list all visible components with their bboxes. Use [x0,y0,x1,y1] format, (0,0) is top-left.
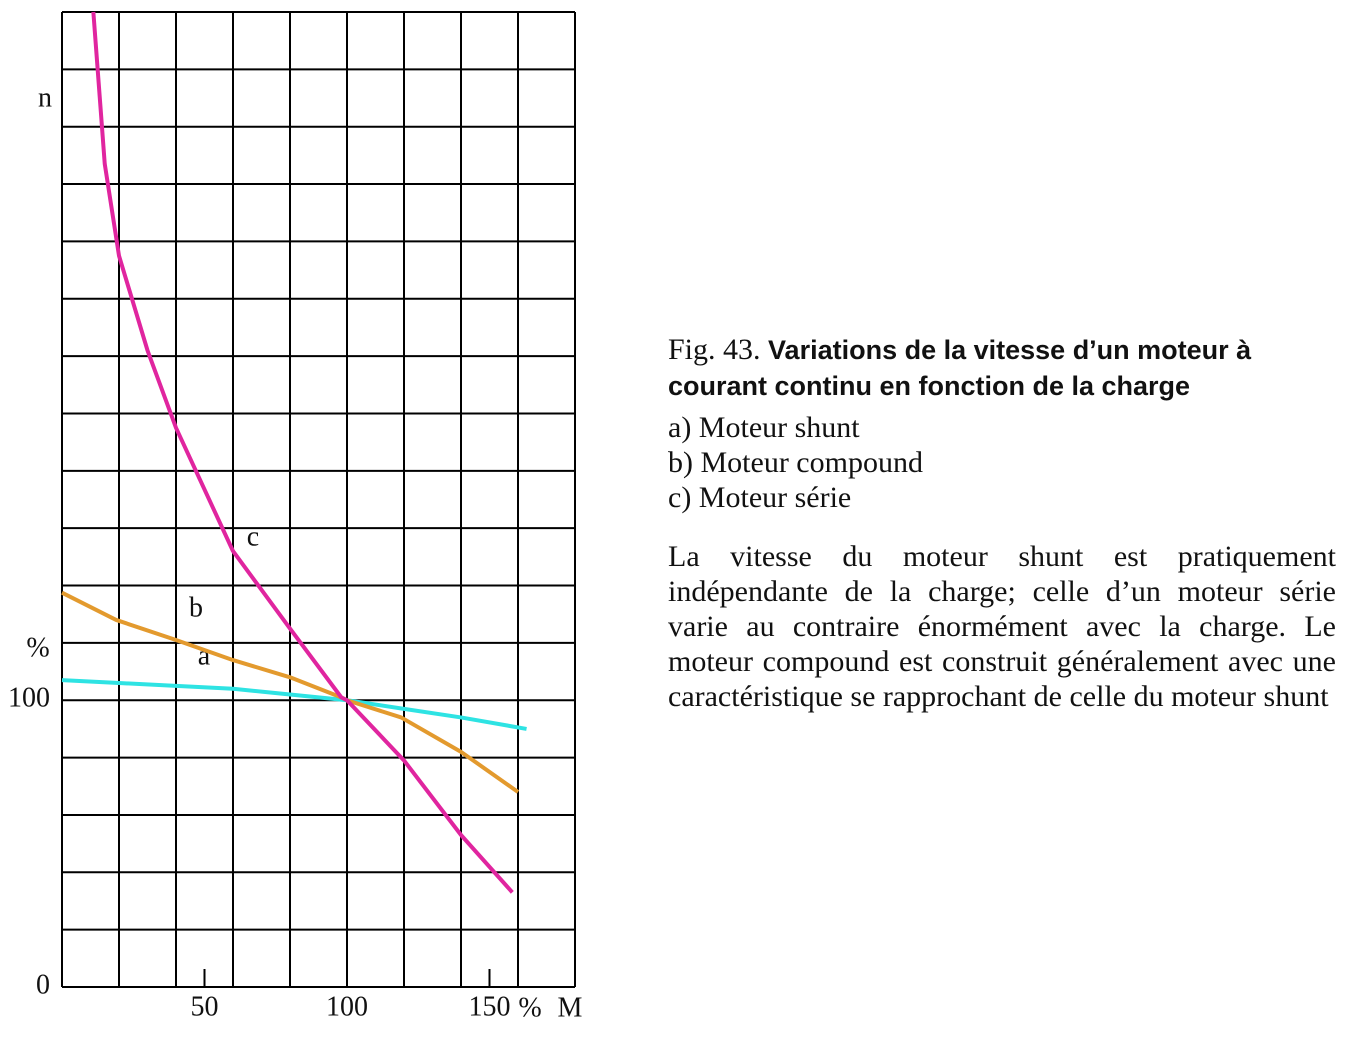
legend-item: b) Moteur compound [668,446,923,479]
line [91,11,514,894]
chart: n % % M 50 100 150 0 100 ab c [8,11,583,1023]
x-tick-label: 100 [326,991,368,1022]
y-label: n [38,82,52,113]
x-tick-label: 50 [191,991,219,1022]
caption: Fig. 43. Variations de la vitesse d’un m… [668,332,1336,714]
y-tick-label: 0 [36,969,50,1000]
caption-title: Variations de la vitesse d’un moteur à c… [668,335,1252,401]
legend-list: a) Moteur shunt b) Moteur compound c) Mo… [668,410,1336,515]
x-unit: % [518,992,541,1023]
legend-item: c) Moteur série [668,481,852,514]
line [61,590,520,794]
x-label: M [558,992,583,1023]
curve-label: a [198,640,211,671]
curve-label: c [247,522,259,553]
legend-item: a) Moteur shunt [668,411,860,444]
fig-number: Fig. 43. [668,333,761,366]
caption-paragraph: La vitesse du moteur shunt est pratiquem… [668,540,1336,713]
y-tick-label: 100 [8,683,50,714]
x-tick-label: 150 [469,991,511,1022]
y-unit: % [26,632,49,663]
line [61,678,527,731]
curve-label: b [189,592,203,623]
